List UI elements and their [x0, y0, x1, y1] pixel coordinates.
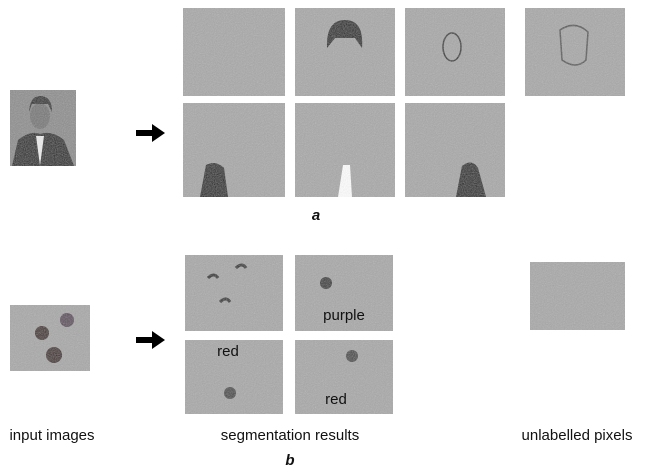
ball — [46, 347, 62, 363]
panel-label: a — [312, 207, 320, 224]
arrow — [136, 331, 165, 349]
result-tile — [183, 103, 285, 197]
ball-segment — [224, 387, 236, 399]
ball — [60, 313, 74, 327]
caption: segmentation results — [221, 427, 359, 444]
tile-label: red — [217, 343, 239, 360]
result-tile — [405, 8, 505, 96]
panel-label: b — [285, 452, 294, 469]
result-tile — [183, 8, 285, 96]
result-tile — [185, 255, 283, 331]
face — [30, 103, 50, 129]
result-tile — [405, 103, 505, 197]
unlabelled-tile — [530, 262, 625, 330]
figure: purple red red a input images segmentati… — [0, 0, 652, 473]
ball — [35, 326, 49, 340]
unlabelled-tile — [525, 8, 625, 96]
arrow — [136, 124, 165, 142]
tile-label: red — [325, 391, 347, 408]
caption: unlabelled pixels — [522, 427, 633, 444]
ball-segment — [320, 277, 332, 289]
ball-segment — [346, 350, 358, 362]
caption: input images — [9, 427, 94, 444]
tile-label: purple — [323, 307, 365, 324]
